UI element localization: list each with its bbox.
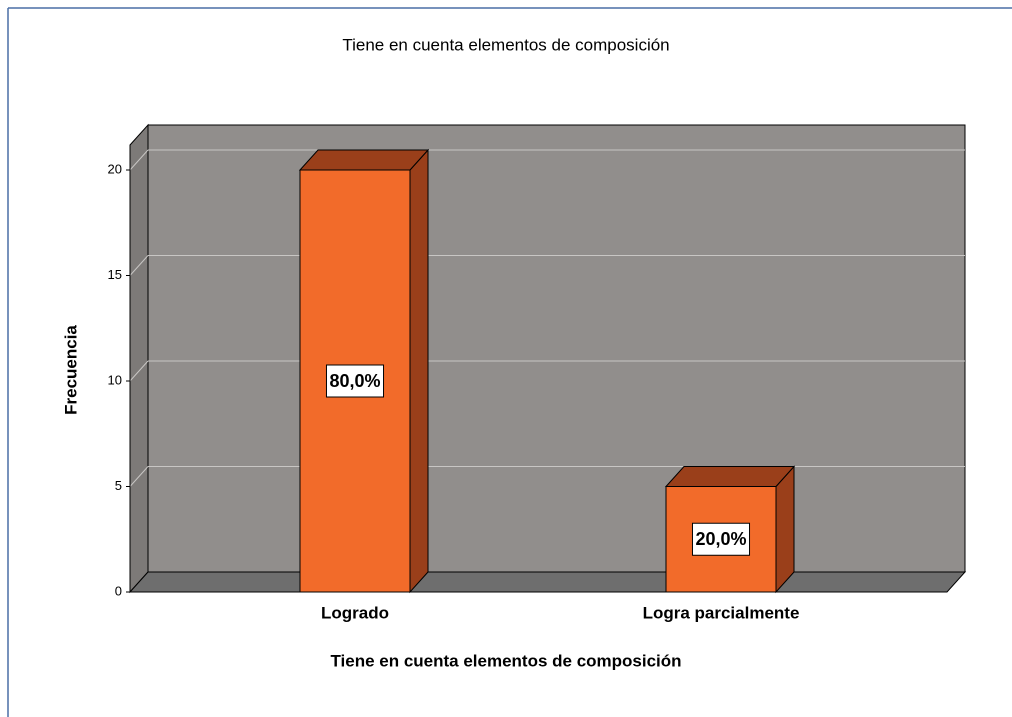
grid-line-side (129, 466, 149, 487)
floor (128, 571, 967, 593)
bar-top (664, 466, 796, 487)
side-wall (129, 123, 149, 594)
grid-line-side (129, 149, 149, 171)
back-wall (147, 124, 966, 573)
bar-side (409, 148, 429, 594)
plot-area (128, 123, 967, 594)
value-label-box (691, 522, 751, 556)
grid-line-side (129, 255, 149, 276)
x-tick-label: Logra parcialmente (643, 603, 800, 622)
x-axis-title: Tiene en cuenta elementos de composición (330, 651, 681, 670)
value-label-box (325, 364, 385, 398)
y-tick-label: 20 (108, 161, 122, 176)
value-label: 80,0% (329, 371, 380, 391)
y-axis-title: Frecuencia (61, 325, 80, 415)
y-tick-label: 5 (115, 478, 122, 493)
grid-line-side (129, 360, 149, 382)
bar-side (775, 465, 795, 594)
bar-top (298, 149, 430, 171)
y-tick-label: 0 (115, 583, 122, 598)
y-tick-label: 10 (108, 372, 122, 387)
chart-title: Tiene en cuenta elementos de composición (342, 35, 669, 54)
y-tick-label: 15 (108, 267, 122, 282)
x-tick-label: Logrado (321, 603, 389, 622)
value-label: 20,0% (695, 529, 746, 549)
